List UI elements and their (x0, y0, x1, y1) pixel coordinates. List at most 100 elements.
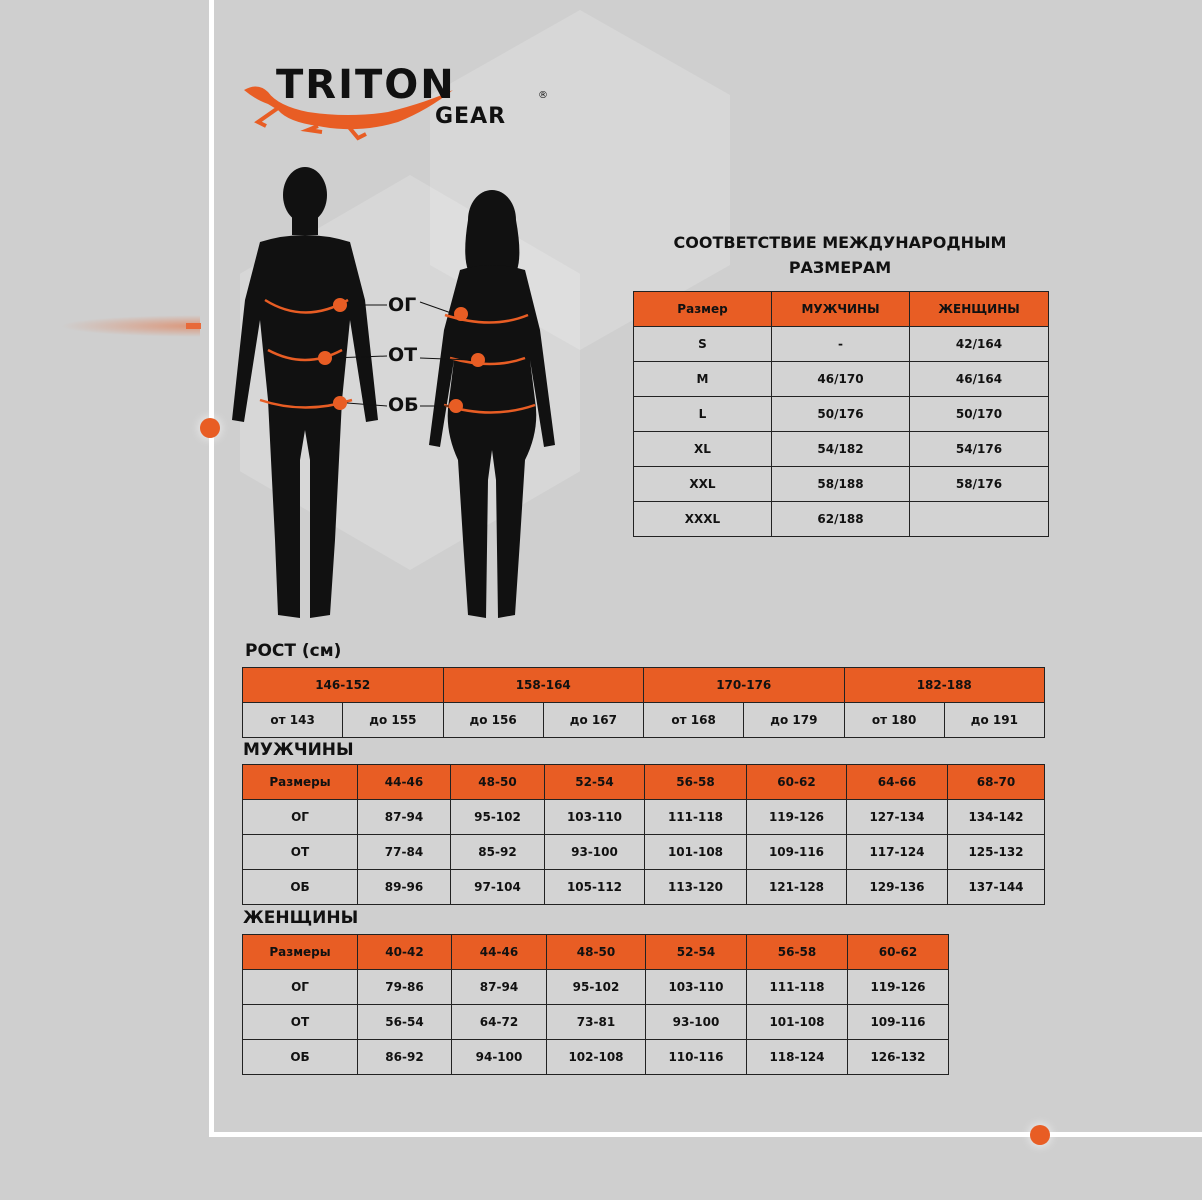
women-size-table: Размеры 40-42 44-46 48-50 52-54 56-58 60-62 ОГ 7… (242, 934, 949, 1075)
table-cell: 85-92 (450, 834, 545, 870)
header-cell: Размеры (242, 764, 358, 800)
table-cell: 50/176 (771, 396, 910, 432)
table-cell: 129-136 (846, 869, 948, 905)
height-title: РОСТ (см) (245, 641, 342, 661)
intl-size-table: Размер МУЖЧИНЫ ЖЕНЩИНЫ S -42/164 M 46/170 46/16… (633, 291, 1049, 537)
header-cell: 48-50 (546, 934, 646, 970)
frame-dot (1030, 1125, 1050, 1145)
table-cell: 127-134 (846, 799, 948, 835)
table-row: XL 54/182 54/176 (633, 431, 1049, 467)
women-title: ЖЕНЩИНЫ (243, 908, 359, 928)
header-cell: 44-46 (451, 934, 547, 970)
table-cell: ОГ (242, 969, 358, 1005)
frame-line-horizontal (209, 1132, 1202, 1137)
header-cell: 40-42 (357, 934, 452, 970)
table-cell: ОБ (242, 1039, 358, 1075)
table-cell (909, 501, 1049, 537)
intl-title: СООТВЕТСТВИЕ МЕЖДУНАРОДНЫМ РАЗМЕРАМ (673, 233, 1007, 277)
table-row: ОБ 86-92 94-100 102-108 110-116 118-124 126-13… (242, 1039, 949, 1075)
table-cell: 121-128 (746, 869, 847, 905)
frame-dot (200, 418, 220, 438)
table-cell: 54/182 (771, 431, 910, 467)
table-cell: 126-132 (847, 1039, 949, 1075)
table-cell: 87-94 (357, 799, 451, 835)
table-row: XXL 58/188 58/176 (633, 466, 1049, 502)
brand-name: TRITON (276, 62, 456, 108)
men-size-table: Размеры 44-46 48-50 52-54 56-58 60-62 64-66 68-… (242, 764, 1045, 905)
table-cell: 125-132 (947, 834, 1045, 870)
table-row: ОГ 87-94 95-102 103-110 111-118 119-126 127-13… (242, 799, 1045, 835)
table-cell: 93-100 (645, 1004, 747, 1040)
label-chest: ОГ (388, 294, 417, 316)
table-cell: 54/176 (909, 431, 1049, 467)
table-row: S -42/164 (633, 326, 1049, 362)
header-row: Размеры 44-46 48-50 52-54 56-58 60-62 64-66 68-… (242, 764, 1045, 800)
label-waist: ОТ (388, 344, 418, 366)
glow-decoration (186, 323, 201, 329)
table-cell: 134-142 (947, 799, 1045, 835)
height-group-cell: 146-152 (242, 667, 444, 703)
table-cell: 79-86 (357, 969, 452, 1005)
table-cell: XXXL (633, 501, 772, 537)
table-row: от 143 до 155 до 156 до 167 от 168 до 179 от 1… (241, 702, 1046, 738)
header-cell: Размеры (242, 934, 358, 970)
table-cell: 118-124 (746, 1039, 848, 1075)
registered-mark: ® (538, 90, 548, 101)
header-cell: 52-54 (544, 764, 645, 800)
table-cell: XXL (633, 466, 772, 502)
table-cell: 119-126 (746, 799, 847, 835)
table-row: ОБ 89-96 97-104 105-112 113-120 121-128 129-13… (242, 869, 1045, 905)
table-cell: 101-108 (644, 834, 747, 870)
table-cell: ОТ (242, 834, 358, 870)
glow-decoration (60, 315, 200, 337)
table-row: L 50/176 50/170 (633, 396, 1049, 432)
table-cell: 102-108 (546, 1039, 646, 1075)
header-cell: 44-46 (357, 764, 451, 800)
header-row: 146-152 158-164 170-176 182-188 (242, 667, 1045, 703)
height-sub-cell: до 167 (542, 702, 645, 738)
table-cell: 105-112 (544, 869, 645, 905)
body-silhouettes (232, 167, 555, 618)
table-cell: 93-100 (544, 834, 645, 870)
header-cell: 60-62 (746, 764, 847, 800)
table-cell: 62/188 (771, 501, 910, 537)
table-cell: 77-84 (357, 834, 451, 870)
table-cell: 94-100 (451, 1039, 547, 1075)
table-cell: L (633, 396, 772, 432)
header-cell: 56-58 (746, 934, 848, 970)
label-hips: ОБ (388, 394, 419, 416)
table-cell: 86-92 (357, 1039, 452, 1075)
table-cell: ОТ (242, 1004, 358, 1040)
table-cell: 73-81 (546, 1004, 646, 1040)
table-row: ОГ 79-86 87-94 95-102 103-110 111-118 119-126 (242, 969, 949, 1005)
height-table: 146-152 158-164 170-176 182-188 от 143 до 155… (241, 667, 1046, 738)
table-cell: 103-110 (544, 799, 645, 835)
header-cell: МУЖЧИНЫ (771, 291, 910, 327)
lizard-icon (244, 86, 453, 141)
table-cell: 46/170 (771, 361, 910, 397)
table-cell: ОГ (242, 799, 358, 835)
table-cell: 95-102 (450, 799, 545, 835)
table-cell: 95-102 (546, 969, 646, 1005)
table-cell: 103-110 (645, 969, 747, 1005)
brand-logo: TRITON GEAR ® (238, 60, 558, 150)
table-cell: 111-118 (644, 799, 747, 835)
height-group-cell: 182-188 (843, 667, 1045, 703)
table-cell: XL (633, 431, 772, 467)
table-row: M 46/170 46/164 (633, 361, 1049, 397)
height-sub-cell: до 156 (442, 702, 544, 738)
table-cell: - (771, 326, 910, 362)
height-sub-cell: до 155 (342, 702, 444, 738)
table-cell: 137-144 (947, 869, 1045, 905)
table-cell: 50/170 (909, 396, 1049, 432)
men-title: МУЖЧИНЫ (243, 740, 354, 760)
height-group-cell: 170-176 (643, 667, 845, 703)
header-cell: 60-62 (847, 934, 949, 970)
table-cell: 109-116 (847, 1004, 949, 1040)
header-cell: 56-58 (644, 764, 747, 800)
table-cell: 113-120 (644, 869, 747, 905)
table-cell: 89-96 (357, 869, 451, 905)
header-cell: 48-50 (450, 764, 545, 800)
height-sub-cell: от 168 (642, 702, 745, 738)
height-sub-cell: до 191 (943, 702, 1046, 738)
